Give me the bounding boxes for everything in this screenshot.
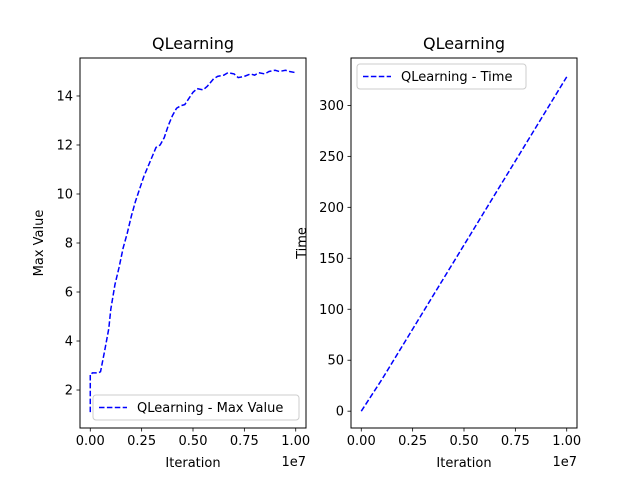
legend-label: QLearning - Max Value bbox=[137, 401, 283, 416]
y-tick-label: 250 bbox=[319, 150, 344, 165]
y-axis-label: Max Value bbox=[32, 210, 47, 277]
legend: QLearning - Max Value bbox=[92, 394, 300, 421]
y-tick-label: 4 bbox=[65, 335, 73, 350]
y-tick-label: 14 bbox=[56, 89, 73, 104]
x-axis-label: Iteration bbox=[165, 456, 220, 471]
x-axis-offset-label: 1e7 bbox=[552, 455, 577, 470]
y-tick-label: 200 bbox=[319, 201, 344, 216]
series-line bbox=[89, 69, 296, 413]
y-tick-label: 8 bbox=[65, 237, 73, 252]
subplot-max-value: QLearning 0.00 0.25 0.50 0.75 1.00 2 4 6 8 10 12 1… bbox=[32, 34, 310, 471]
subplot-title: QLearning bbox=[152, 34, 234, 53]
x-tick-label: 0.75 bbox=[230, 434, 259, 449]
legend-label: QLearning - Time bbox=[401, 70, 512, 85]
x-tick-label: 0.25 bbox=[127, 434, 156, 449]
x-tick-label: 0.75 bbox=[501, 434, 530, 449]
x-axis-label: Iteration bbox=[436, 456, 491, 471]
x-axis-offset-label: 1e7 bbox=[281, 455, 306, 470]
x-tick-label: 0.50 bbox=[450, 434, 479, 449]
x-tick-label: 0.00 bbox=[347, 434, 376, 449]
y-tick-label: 6 bbox=[65, 286, 73, 301]
subplot-time: QLearning 0.00 0.25 0.50 0.75 1.00 0 50 100 150… bbox=[295, 34, 581, 471]
series-line bbox=[360, 76, 568, 412]
x-tick-label: 1.00 bbox=[281, 434, 310, 449]
y-tick-label: 2 bbox=[65, 384, 73, 399]
legend-box bbox=[356, 63, 527, 90]
y-tick-label: 300 bbox=[319, 99, 344, 114]
y-tick-label: 10 bbox=[56, 187, 73, 202]
y-tick-label: 0 bbox=[336, 405, 344, 420]
x-tick-label: 1.00 bbox=[552, 434, 581, 449]
x-tick-label: 0.50 bbox=[179, 434, 208, 449]
x-tick-label: 0.25 bbox=[398, 434, 427, 449]
y-tick-label: 150 bbox=[319, 252, 344, 267]
subplot-title: QLearning bbox=[423, 34, 505, 53]
y-axis-label: Time bbox=[295, 227, 310, 260]
legend: QLearning - Time bbox=[356, 63, 527, 90]
y-tick-label: 50 bbox=[327, 354, 344, 369]
y-tick-label: 12 bbox=[56, 138, 73, 153]
x-tick-label: 0.00 bbox=[76, 434, 105, 449]
legend-box bbox=[92, 394, 300, 421]
y-tick-label: 100 bbox=[319, 303, 344, 318]
